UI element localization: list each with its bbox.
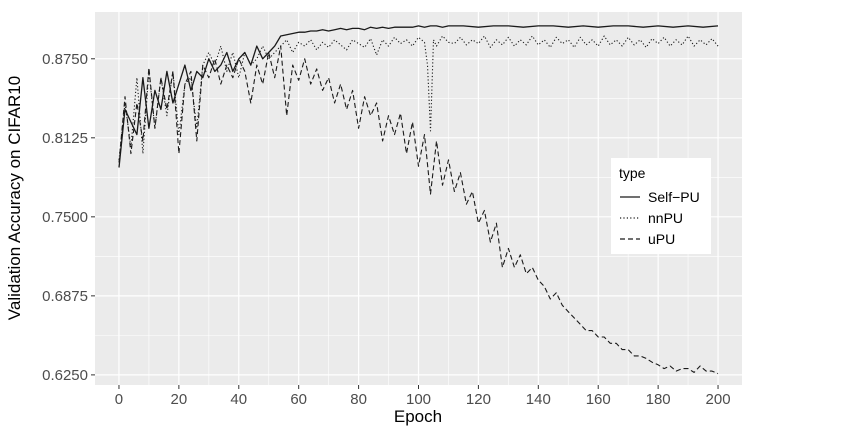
legend-label: uPU [648, 231, 675, 247]
y-tick-label: 0.8750 [42, 51, 88, 68]
x-tick-label: 160 [586, 391, 611, 408]
series-line-dashed [118, 45, 719, 375]
x-tick-label: 100 [406, 391, 431, 408]
x-tick-label: 0 [115, 391, 123, 408]
y-axis: 0.6250 0.6875 0.7500 0.8125 0.8750 [42, 51, 95, 384]
series-line-solid [118, 25, 719, 168]
x-tick-label: 40 [230, 391, 247, 408]
grid-major [95, 12, 742, 385]
x-tick-label: 180 [646, 391, 671, 408]
x-tick-label: 140 [526, 391, 551, 408]
x-axis-title: Epoch [394, 407, 442, 426]
legend-box [611, 158, 711, 254]
legend: type Self−PU nnPU uPU [611, 158, 711, 254]
x-tick-label: 200 [706, 391, 731, 408]
series-line-dotted [118, 35, 719, 160]
legend-label: Self−PU [648, 189, 700, 205]
y-tick-label: 0.6250 [42, 367, 88, 384]
series-layer [118, 25, 719, 375]
y-tick-label: 0.8125 [42, 130, 88, 147]
y-tick-label: 0.7500 [42, 209, 88, 226]
x-tick-label: 60 [290, 391, 307, 408]
legend-items: Self−PU nnPU uPU [620, 189, 700, 247]
y-axis-title: Validation Accuracy on CIFAR10 [5, 76, 24, 320]
legend-title: type [619, 165, 646, 181]
legend-label: nnPU [648, 210, 683, 226]
x-tick-label: 80 [350, 391, 367, 408]
x-tick-label: 20 [171, 391, 188, 408]
x-tick-label: 120 [466, 391, 491, 408]
x-axis: 0 20 40 60 80 100 120 140 160 180 200 [115, 385, 731, 408]
y-tick-label: 0.6875 [42, 288, 88, 305]
